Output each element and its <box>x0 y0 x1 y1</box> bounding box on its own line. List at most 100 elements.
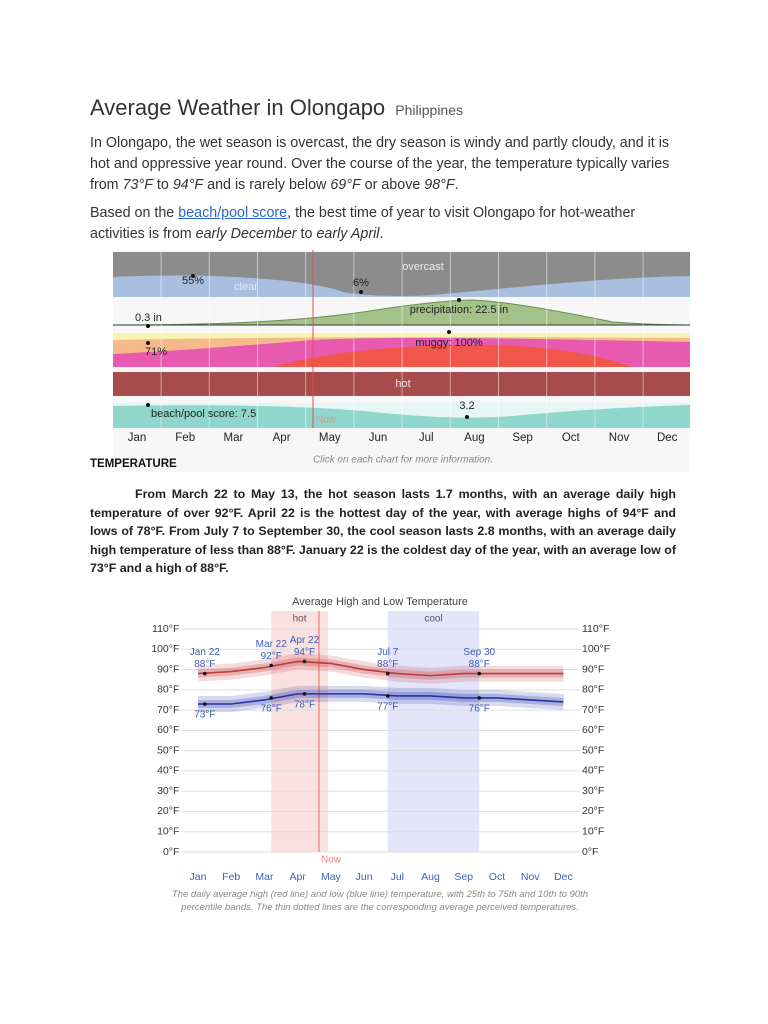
annotation-date: Jul 7 <box>377 647 399 658</box>
y-tick-label: 60°F <box>157 724 179 736</box>
month-label: Sep <box>512 432 532 444</box>
text: or above <box>360 177 425 193</box>
low-label: 76°F <box>261 704 282 715</box>
month-label: Apr <box>273 432 291 444</box>
y-tick-label-right: 50°F <box>582 744 604 756</box>
paragraph: Based on the beach/pool score, the best … <box>90 203 682 245</box>
low-label: 73°F <box>194 710 215 721</box>
caption: Click on each chart for more information… <box>313 455 493 466</box>
month-label: Jan <box>128 432 147 444</box>
low-label: 77°F <box>377 702 398 713</box>
y-tick-label-right: 90°F <box>582 663 604 675</box>
caption: The daily average high (red line) and lo… <box>171 889 589 913</box>
high-point <box>385 671 390 676</box>
y-tick-label: 50°F <box>157 744 179 756</box>
label: 0.3 in <box>135 312 162 324</box>
y-tick-label: 10°F <box>157 826 179 838</box>
x-tick-label: Jan <box>190 871 207 883</box>
emphasis: early April <box>316 226 380 242</box>
now-label: Now <box>316 415 337 426</box>
x-tick-label: Jun <box>356 871 373 883</box>
high-point <box>203 671 207 676</box>
high-point <box>477 671 482 676</box>
annotation-date: Jan 22 <box>190 647 220 658</box>
label: hot <box>395 378 410 390</box>
text: , the best time of year to visit Olongap… <box>90 205 636 242</box>
emphasis: 98°F <box>424 177 455 193</box>
y-tick-label-right: 30°F <box>582 785 604 797</box>
x-tick-label: Feb <box>222 871 240 883</box>
region-label: cool <box>424 614 442 625</box>
low-label: 78°F <box>294 700 315 711</box>
low-point <box>477 696 482 700</box>
x-tick-label: Oct <box>489 871 505 883</box>
x-tick-label: Mar <box>255 871 274 883</box>
emphasis: early December <box>195 226 297 242</box>
x-tick-label: Sep <box>454 871 473 883</box>
y-tick-label: 90°F <box>157 663 179 675</box>
text: In Olongapo, the wet season is overcast,… <box>90 135 670 193</box>
month-label: Jun <box>369 432 388 444</box>
link[interactable]: beach/pool score <box>178 205 288 221</box>
layer <box>181 611 580 853</box>
label: 71% <box>145 346 167 358</box>
y-tick-label: 30°F <box>157 785 179 797</box>
y-tick-label-right: 60°F <box>582 724 604 736</box>
y-tick-label-right: 80°F <box>582 684 604 696</box>
text: . <box>379 226 384 242</box>
page-title: Average Weather in Olongapo Philippines <box>90 95 463 121</box>
label: 3.2 <box>459 400 474 412</box>
emphasis: 94°F <box>172 177 204 193</box>
marker <box>146 403 150 407</box>
low-point <box>385 694 390 698</box>
chart-title: Average High and Low Temperature <box>292 596 468 608</box>
precip-area <box>113 299 690 326</box>
low-point <box>269 696 274 700</box>
y-tick-label-right: 20°F <box>582 805 604 817</box>
label: beach/pool score: 7.5 <box>151 408 256 420</box>
x-tick-label: Jul <box>391 871 404 883</box>
marker <box>146 341 150 345</box>
label: 6% <box>353 277 369 289</box>
high-label: 88°F <box>377 659 398 670</box>
text: to <box>152 177 173 193</box>
label: precipitation: 22.5 in <box>410 304 508 316</box>
y-tick-label: 0°F <box>163 846 179 858</box>
low-point <box>302 692 307 696</box>
y-tick-label: 80°F <box>157 684 179 696</box>
high-label: 92°F <box>261 651 282 662</box>
y-tick-label-right: 100°F <box>582 643 610 655</box>
high-point <box>302 659 307 664</box>
summary-chart[interactable]: overcast clear 55% 6% 0.3 in precipitati… <box>113 250 690 472</box>
month-label: Dec <box>657 432 678 444</box>
month-label: Jul <box>419 432 434 444</box>
x-tick-label: Apr <box>289 871 306 883</box>
y-tick-label-right: 0°F <box>582 846 598 858</box>
low-label: 76°F <box>469 704 490 715</box>
label: clear <box>234 281 258 293</box>
annotation-date: Sep 30 <box>463 647 495 658</box>
muggy-area <box>273 345 633 367</box>
text: . <box>454 177 459 193</box>
month-label: Oct <box>562 432 581 444</box>
month-label: May <box>319 432 341 444</box>
temperature-chart[interactable]: Now Average High and Low Temperature hot… <box>150 585 610 885</box>
high-point <box>269 663 274 668</box>
high-label: 88°F <box>469 659 490 670</box>
emphasis: 69°F <box>330 177 361 193</box>
title-text: Average Weather in Olongapo <box>90 95 386 120</box>
paragraph: In Olongapo, the wet season is overcast,… <box>90 133 682 196</box>
text: to <box>296 226 317 242</box>
label: overcast <box>402 261 444 273</box>
y-tick-label-right: 110°F <box>582 623 609 635</box>
marker <box>359 290 363 294</box>
label: 55% <box>182 275 204 287</box>
y-tick-label: 100°F <box>151 643 179 655</box>
month-label: Feb <box>175 432 195 444</box>
series-line <box>198 693 564 705</box>
y-tick-label: 40°F <box>157 765 179 777</box>
y-tick-label-right: 10°F <box>582 826 604 838</box>
high-label: 88°F <box>194 659 215 670</box>
month-label: Nov <box>609 432 630 444</box>
marker <box>457 298 461 302</box>
